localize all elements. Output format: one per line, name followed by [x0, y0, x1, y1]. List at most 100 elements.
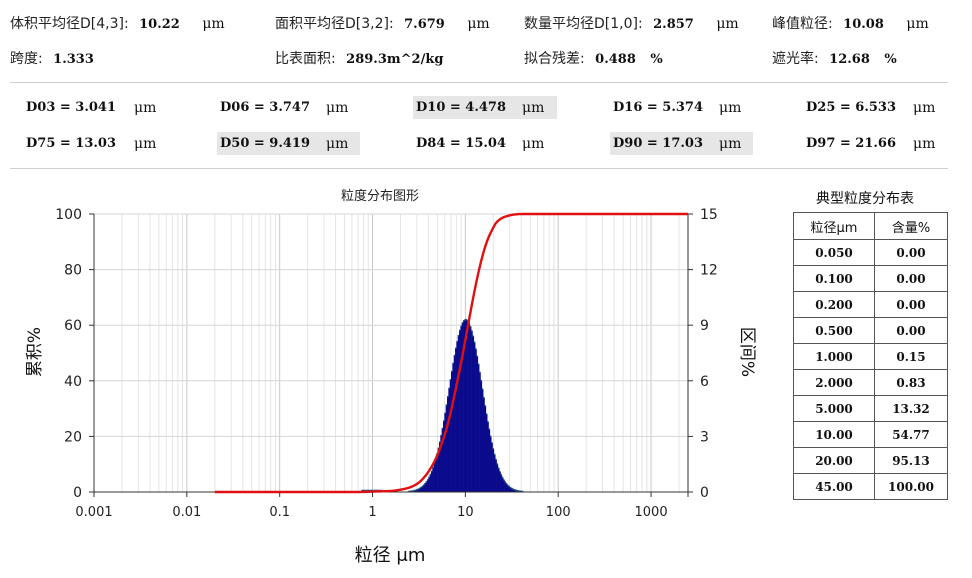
table-cell: 0.15 [874, 343, 948, 370]
histogram-bar [501, 477, 504, 492]
histogram-bar [509, 487, 512, 492]
percentile-d06: D06 = 3.747 [220, 100, 311, 115]
table-cell: 45.00 [793, 473, 875, 500]
histogram-bar [467, 320, 469, 492]
histogram-bar [477, 364, 480, 492]
histogram-bar [503, 480, 505, 492]
y-tick-label-right: 12 [700, 263, 718, 279]
table-cell: 0.00 [874, 317, 948, 344]
y-tick-label-left: 80 [64, 263, 82, 279]
histogram-bar [441, 428, 444, 492]
cumulative-curve [214, 212, 688, 494]
histogram-bar [418, 488, 421, 492]
summary-value: 0.488 [595, 52, 636, 67]
table-cell: 5.000 [793, 395, 875, 422]
summary-unit: μm [467, 16, 490, 32]
y-tick-label-right: 9 [700, 318, 709, 334]
y-tick-label-left: 0 [73, 485, 82, 501]
table-row: 1.000 0.15 [793, 343, 948, 370]
histogram-bar [445, 405, 448, 492]
summary-label: 体积平均径D[4,3]: [10, 16, 129, 32]
histogram-bar [444, 413, 446, 492]
histogram-bar [442, 421, 445, 492]
summary-label: 峰值粒径: [772, 16, 833, 32]
highlight-d50 [217, 132, 360, 155]
y-tick-label-left: 20 [64, 429, 82, 445]
y-axis-label-left: 累积% [25, 327, 45, 377]
histogram-bar [437, 448, 440, 492]
histogram-bar [424, 483, 426, 492]
table-row: 5.000 13.32 [793, 395, 948, 422]
histogram-bar [457, 335, 460, 492]
x-tick-label: 0.1 [269, 505, 290, 520]
histogram-bar [421, 486, 424, 492]
histogram-bar [432, 467, 434, 492]
histogram-bar [456, 341, 459, 492]
histogram-bar [500, 474, 503, 492]
summary-unit: % [884, 52, 897, 67]
histogram-bar [447, 396, 449, 492]
highlight-d90 [610, 132, 753, 155]
histogram-bar [513, 489, 516, 492]
table-cell: 0.500 [793, 317, 875, 344]
plot-area [94, 214, 688, 492]
percentile-d90: D90 = 17.03 [613, 136, 704, 151]
histogram-bar [472, 336, 475, 492]
histogram-bar [468, 323, 471, 492]
x-tick-label: 0.001 [75, 505, 112, 520]
histogram-bar [515, 490, 517, 492]
histogram-bar [433, 463, 436, 492]
table-cell: 2.000 [793, 369, 875, 396]
x-tick-label: 1 [368, 505, 376, 520]
table-cell: 0.83 [874, 369, 948, 396]
percentile-d50: D50 = 9.419 [220, 136, 311, 151]
size-distribution-table: 粒径μm 含量% 0.050 0.00 0.100 0.00 0.200 0.00 0… [793, 212, 948, 500]
histogram-bar [499, 471, 501, 492]
percentile-unit: μm [326, 136, 349, 152]
table-header-size: 粒径μm [793, 212, 875, 240]
histogram-bar [465, 319, 468, 492]
summary-label: 跨度: [10, 51, 43, 67]
histogram-bar [448, 388, 450, 492]
histogram-bar [508, 486, 511, 492]
histogram-bar [476, 356, 479, 492]
summary-number-mean: 数量平均径D[1,0]: 2.857 μm [524, 13, 739, 33]
table-cell: 95.13 [874, 447, 948, 474]
histogram-bar [493, 454, 496, 492]
histogram-bar [414, 490, 417, 492]
histogram-bar [460, 326, 463, 492]
chart-title: 粒度分布图形 [341, 188, 419, 204]
table-header-content: 含量% [874, 212, 948, 240]
table-row: 2.000 0.83 [793, 369, 948, 396]
chart-ticks: 0.001 0.01 0.1 1 10 100 1000020406080100036912… [55, 207, 718, 520]
percentile-d16: D16 = 5.374 [613, 100, 704, 115]
divider [10, 82, 948, 83]
histogram-bar [512, 489, 515, 492]
histogram-bar [453, 355, 456, 492]
histogram-bar [429, 474, 432, 492]
summary-specific-surface: 比表面积: 289.3m^2/kg [275, 48, 443, 68]
histogram-bar [489, 436, 492, 492]
divider [10, 168, 948, 169]
histogram-bar [483, 397, 485, 492]
distribution-histogram [361, 318, 524, 493]
histogram-bar [469, 326, 472, 492]
summary-unit: μm [906, 16, 929, 32]
table-header-row: 粒径μm 含量% [793, 212, 948, 240]
histogram-bar [511, 488, 513, 492]
table-cell: 13.32 [874, 395, 948, 422]
percentile-unit: μm [326, 100, 349, 116]
summary-span: 跨度: 1.333 [10, 48, 94, 68]
x-axis-label: 粒径 μm [355, 545, 426, 566]
percentile-unit: μm [719, 136, 742, 152]
summary-label: 比表面积: [275, 51, 336, 67]
summary-peak-size: 峰值粒径: 10.08 μm [772, 13, 929, 33]
summary-value: 7.679 [404, 17, 445, 32]
table-cell: 0.00 [874, 239, 948, 266]
histogram-bar [436, 453, 438, 492]
histogram-bar [496, 464, 499, 492]
table-row: 10.00 54.77 [793, 421, 948, 448]
histogram-bar [504, 482, 507, 492]
histogram-bar [505, 483, 508, 492]
